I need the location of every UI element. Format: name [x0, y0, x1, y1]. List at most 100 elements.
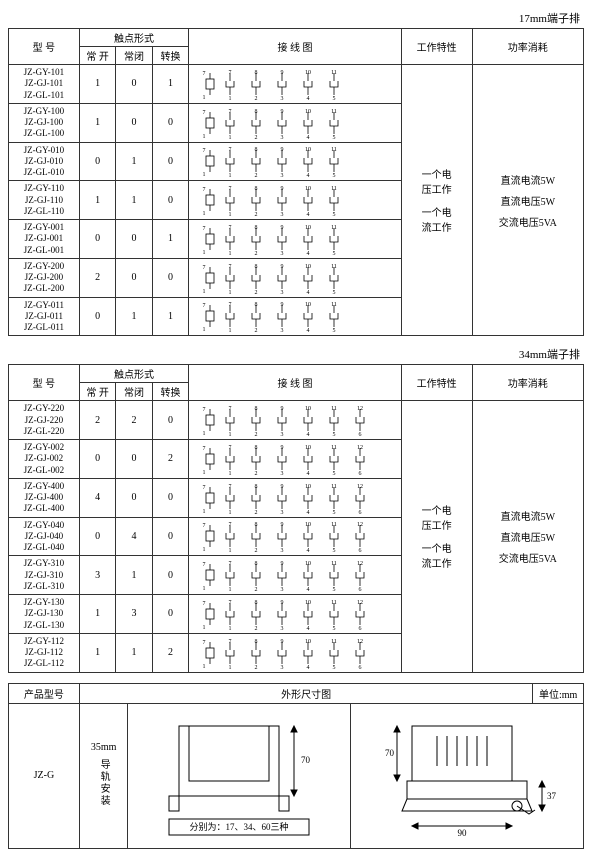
svg-text:7: 7: [228, 639, 231, 645]
svg-text:8: 8: [254, 522, 257, 528]
wiring-diagram: 71718293104115126: [189, 633, 402, 672]
svg-text:8: 8: [254, 639, 257, 645]
svg-text:1: 1: [202, 289, 205, 295]
svg-text:7: 7: [202, 110, 205, 116]
svg-text:11: 11: [331, 225, 337, 231]
svg-text:10: 10: [305, 225, 311, 231]
svg-text:3: 3: [280, 510, 283, 515]
svg-text:1: 1: [228, 548, 231, 553]
svg-text:1: 1: [202, 509, 205, 515]
svg-text:9: 9: [280, 600, 283, 606]
wiring-diagram: 71718293104115: [189, 297, 402, 336]
svg-text:7: 7: [202, 148, 205, 154]
contact-no: 1: [79, 633, 115, 672]
contact-co: 2: [152, 633, 188, 672]
svg-text:8: 8: [254, 600, 257, 606]
wiring-diagram: 71718293104115126: [189, 595, 402, 634]
svg-text:7: 7: [228, 225, 231, 231]
svg-text:8: 8: [254, 445, 257, 451]
svg-text:8: 8: [254, 264, 257, 270]
svg-text:2: 2: [254, 471, 257, 476]
th-co: 转换: [152, 47, 188, 65]
svg-text:5: 5: [332, 432, 335, 437]
model-cell: JZ-GY-112JZ-GJ-112JZ-GL-112: [9, 633, 80, 672]
svg-text:2: 2: [254, 548, 257, 553]
svg-text:11: 11: [331, 109, 337, 115]
svg-text:1: 1: [228, 96, 231, 101]
model-cell: JZ-GY-002JZ-GJ-002JZ-GL-002: [9, 440, 80, 479]
dim-h37: 37: [547, 791, 557, 801]
svg-text:8: 8: [254, 561, 257, 567]
svg-text:5: 5: [332, 626, 335, 631]
wiring-diagram: 71718293104115126: [189, 556, 402, 595]
svg-text:9: 9: [280, 302, 283, 308]
svg-text:2: 2: [254, 96, 257, 101]
svg-text:1: 1: [202, 134, 205, 140]
svg-text:5: 5: [332, 135, 335, 140]
svg-text:1: 1: [202, 211, 205, 217]
svg-text:1: 1: [202, 95, 205, 101]
svg-text:12: 12: [357, 600, 363, 606]
contact-no: 2: [79, 258, 115, 297]
svg-text:6: 6: [358, 510, 361, 515]
svg-text:7: 7: [228, 600, 231, 606]
svg-text:7: 7: [228, 147, 231, 153]
th-unit: 单位:mm: [533, 683, 584, 703]
svg-text:7: 7: [202, 446, 205, 452]
svg-text:1: 1: [202, 172, 205, 178]
wiring-diagram: 71718293104115126: [189, 478, 402, 517]
wiring-diagram: 71718293104115: [189, 258, 402, 297]
svg-text:9: 9: [280, 522, 283, 528]
svg-text:5: 5: [332, 548, 335, 553]
svg-text:5: 5: [332, 328, 335, 333]
dimension-table: 产品型号 外形尺寸图 单位:mm JZ-G 35mm 导轨安装: [8, 683, 584, 849]
dim-note: 分别为：17、34、60三种: [190, 821, 289, 832]
svg-text:11: 11: [331, 70, 337, 76]
wiring-diagram: 71718293104115: [189, 65, 402, 104]
contact-no: 0: [79, 440, 115, 479]
svg-text:10: 10: [305, 70, 311, 76]
front-view-svg: 70 分别为：17、34、60三种: [149, 711, 329, 841]
svg-text:11: 11: [331, 264, 337, 270]
th-wiring: 接 线 图: [189, 29, 402, 65]
wiring-diagram: 71718293104115126: [189, 440, 402, 479]
dim-right-svg-cell: 90 70 37: [351, 703, 584, 848]
side-view-svg: 90 70 37: [367, 711, 567, 841]
th-power: 功率消耗: [472, 365, 583, 401]
contact-co: 0: [152, 142, 188, 181]
svg-text:4: 4: [306, 510, 309, 515]
model-cell: JZ-GY-001JZ-GJ-001JZ-GL-001: [9, 220, 80, 259]
svg-text:5: 5: [332, 510, 335, 515]
svg-text:7: 7: [202, 187, 205, 193]
svg-text:5: 5: [332, 587, 335, 592]
contact-co: 0: [152, 556, 188, 595]
svg-text:9: 9: [280, 484, 283, 490]
contact-nc: 1: [116, 633, 152, 672]
contact-nc: 2: [116, 401, 152, 440]
svg-text:4: 4: [306, 548, 309, 553]
svg-text:4: 4: [306, 665, 309, 670]
rail-text: 导轨安装: [96, 759, 111, 807]
svg-text:11: 11: [331, 561, 337, 567]
contact-nc: 0: [116, 440, 152, 479]
svg-text:11: 11: [331, 445, 337, 451]
svg-text:7: 7: [202, 640, 205, 646]
contact-no: 0: [79, 220, 115, 259]
svg-text:4: 4: [306, 290, 309, 295]
contact-co: 0: [152, 595, 188, 634]
svg-text:8: 8: [254, 302, 257, 308]
svg-text:1: 1: [202, 431, 205, 437]
th-no: 常 开: [79, 383, 115, 401]
contact-nc: 1: [116, 142, 152, 181]
svg-text:9: 9: [280, 147, 283, 153]
svg-text:12: 12: [357, 522, 363, 528]
svg-text:12: 12: [357, 484, 363, 490]
svg-text:4: 4: [306, 173, 309, 178]
svg-text:11: 11: [331, 600, 337, 606]
svg-text:12: 12: [357, 406, 363, 412]
svg-text:10: 10: [305, 522, 311, 528]
contact-nc: 1: [116, 297, 152, 336]
th-product-model: 产品型号: [9, 683, 80, 703]
svg-text:7: 7: [202, 265, 205, 271]
svg-text:3: 3: [280, 212, 283, 217]
